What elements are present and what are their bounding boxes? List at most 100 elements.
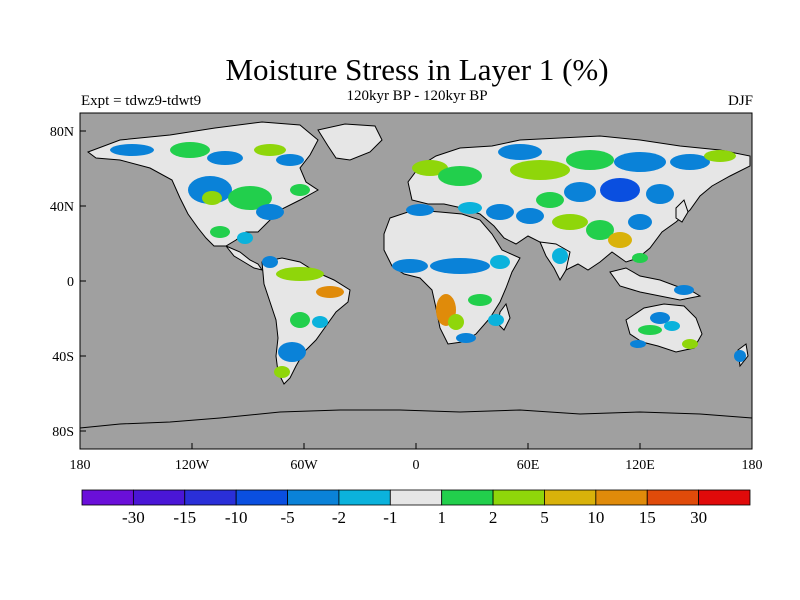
anomaly-patch: [290, 312, 310, 328]
anomaly-patch: [254, 144, 286, 156]
anomaly-patch: [650, 312, 670, 324]
anomaly-patch: [406, 204, 434, 216]
land-japan: [675, 199, 689, 223]
x-tick-label: 180: [70, 458, 91, 473]
anomaly-patch: [600, 178, 640, 202]
anomaly-patch: [316, 286, 344, 298]
colorbar-label: -1: [383, 508, 397, 527]
colorbar-label: -5: [280, 508, 294, 527]
colorbar-label: 15: [639, 508, 656, 527]
anomaly-patch: [290, 184, 310, 196]
anomaly-patch: [490, 255, 510, 269]
colorbar-label: -10: [225, 508, 248, 527]
x-tick-label: 0: [413, 458, 420, 473]
colorbar: -30 -15 -10 -5 -2 -1 1 2 5 10 15 30: [81, 489, 751, 527]
anomaly-patch: [734, 350, 746, 362]
anomaly-patch: [274, 366, 290, 378]
land-greenland: [317, 123, 383, 161]
colorbar-swatch: [492, 489, 545, 506]
anomaly-patch: [486, 204, 514, 220]
anomaly-patch: [646, 184, 674, 204]
anomaly-patch: [170, 142, 210, 158]
colorbar-swatch: [441, 489, 494, 506]
y-axis: 80N 40N 0 40S 80S: [50, 125, 86, 440]
anomaly-patch: [564, 182, 596, 202]
land-eurasia: [407, 135, 751, 271]
colorbar-label: 5: [540, 508, 549, 527]
anomaly-patch: [498, 144, 542, 160]
x-tick-label: 180: [742, 458, 763, 473]
x-tick-label: 60E: [517, 458, 540, 473]
colorbar-swatch: [338, 489, 391, 506]
anomaly-patch: [207, 151, 243, 165]
colorbar-swatch: [81, 489, 134, 506]
anomaly-patch: [278, 342, 306, 362]
anomaly-patch: [638, 325, 662, 335]
anomaly-patch: [110, 144, 154, 156]
anomaly-patch: [632, 253, 648, 263]
colorbar-label: 10: [587, 508, 604, 527]
x-axis: 180 120W 60W 0 60E 120E 180: [70, 443, 763, 473]
anomaly-patch: [630, 340, 646, 348]
anomaly-patch: [276, 154, 304, 166]
x-tick-label: 60W: [290, 458, 318, 473]
anomaly-patch: [210, 226, 230, 238]
anomaly-patch: [312, 316, 328, 328]
anomaly-patch: [468, 294, 492, 306]
anomaly-patch: [608, 232, 632, 248]
anomaly-patch: [262, 256, 278, 268]
anomaly-patch: [628, 214, 652, 230]
map-subtitle: 120kyr BP - 120kyr BP: [346, 88, 488, 104]
anomaly-patch: [438, 166, 482, 186]
anomaly-patch: [670, 154, 710, 170]
colorbar-label: 1: [437, 508, 446, 527]
colorbar-label: -15: [173, 508, 196, 527]
colorbar-swatch: [595, 489, 648, 506]
anomaly-patch: [412, 160, 448, 176]
anomaly-patch: [516, 208, 544, 224]
land-antarctica-coast: [79, 409, 753, 429]
x-tick-label: 120E: [625, 458, 655, 473]
land-africa: [383, 209, 521, 345]
anomaly-patches: [110, 142, 746, 378]
y-tick-label: 80N: [50, 125, 74, 140]
colorbar-swatch: [184, 489, 237, 506]
anomaly-patch: [228, 186, 272, 210]
colorbar-swatch: [389, 489, 443, 506]
colorbar-label: 2: [489, 508, 498, 527]
land-central-america: [225, 245, 264, 271]
colorbar-swatch: [287, 489, 340, 506]
colorbar-swatch: [646, 489, 700, 506]
colorbar-swatch: [235, 489, 288, 506]
x-tick-label: 120W: [175, 458, 210, 473]
anomaly-patch: [430, 258, 490, 274]
anomaly-patch: [674, 285, 694, 295]
colorbar-label: -30: [122, 508, 145, 527]
anomaly-patch: [552, 214, 588, 230]
map-title: Moisture Stress in Layer 1 (%): [225, 52, 609, 87]
anomaly-patch: [392, 259, 428, 273]
anomaly-patch: [458, 202, 482, 214]
colorbar-label: -2: [332, 508, 346, 527]
anomaly-patch: [488, 314, 504, 326]
anomaly-patch: [682, 339, 698, 349]
season-label: DJF: [727, 93, 753, 109]
anomaly-patch: [237, 232, 253, 244]
anomaly-patch: [456, 333, 476, 343]
anomaly-patch: [614, 152, 666, 172]
anomaly-patch: [256, 204, 284, 220]
anomaly-patch: [586, 220, 614, 240]
anomaly-patch: [704, 150, 736, 162]
y-tick-label: 80S: [52, 425, 74, 440]
anomaly-patch: [664, 321, 680, 331]
anomaly-patch: [566, 150, 614, 170]
y-tick-label: 0: [67, 275, 74, 290]
y-tick-label: 40N: [50, 200, 74, 215]
anomaly-patch: [552, 248, 568, 264]
colorbar-swatch: [698, 489, 751, 506]
y-tick-label: 40S: [52, 350, 74, 365]
colorbar-swatch: [544, 489, 597, 506]
colorbar-swatch: [132, 489, 186, 506]
colorbar-label: 30: [690, 508, 707, 527]
